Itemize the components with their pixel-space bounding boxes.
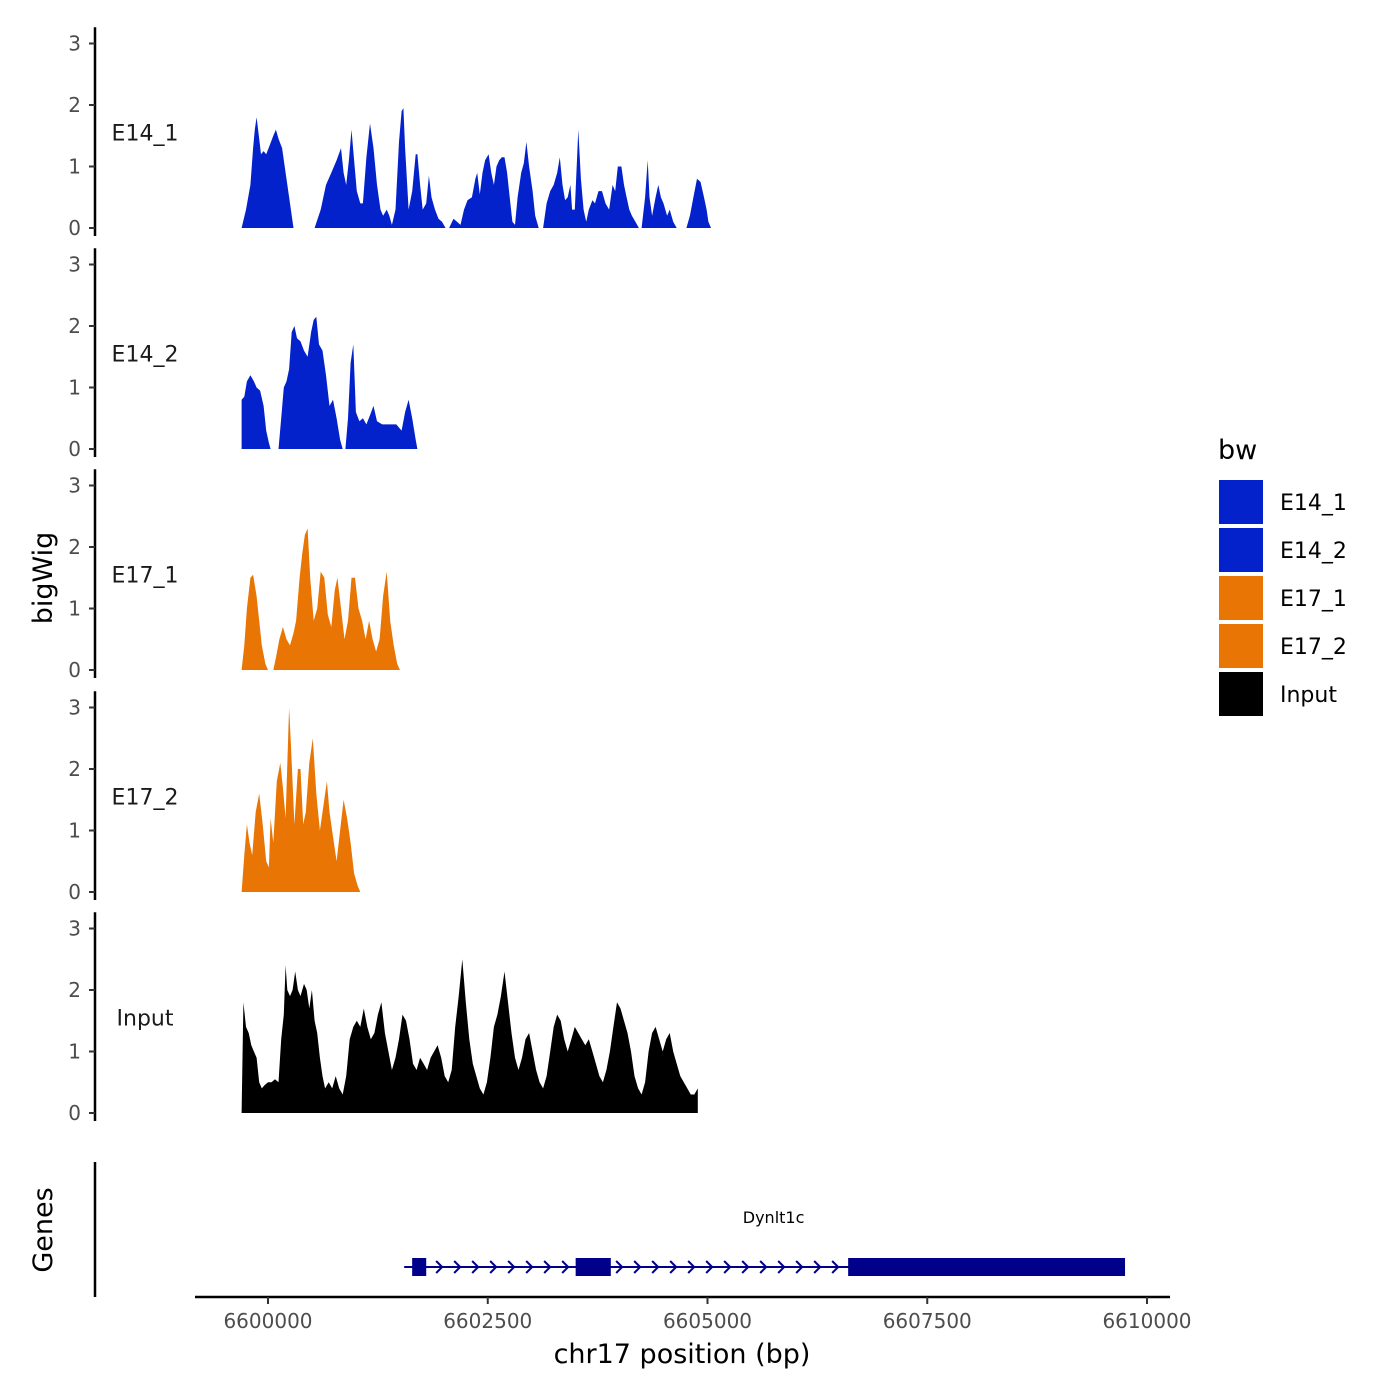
legend-label: Input	[1280, 683, 1337, 708]
legend-title: bw	[1218, 435, 1257, 466]
y-tick-label: 1	[68, 376, 81, 400]
strand-arrow	[741, 1260, 750, 1274]
strand-arrow	[489, 1260, 498, 1274]
signal-area	[241, 707, 361, 892]
y-tick-label: 0	[68, 658, 81, 682]
y-tick-label: 2	[68, 978, 81, 1002]
x-tick-label: 6607500	[883, 1309, 972, 1333]
y-tick-label: 3	[68, 32, 81, 56]
strand-arrow	[705, 1260, 714, 1274]
strand-arrow	[795, 1260, 804, 1274]
legend-key	[1219, 672, 1263, 716]
x-tick-label: 6600000	[223, 1309, 312, 1333]
y-axis-title: bigWig	[28, 532, 59, 625]
strand-arrow	[615, 1260, 624, 1274]
gene-exon	[575, 1258, 611, 1276]
strand-arrow	[813, 1260, 822, 1274]
track-e14-1: 0 1 2 3 E14_1	[68, 27, 711, 240]
strand-arrow	[669, 1260, 678, 1274]
signal-area	[641, 160, 680, 228]
gene-exon	[848, 1258, 1126, 1276]
y-tick-label: 1	[68, 155, 81, 179]
x-axis: 6600000 6602500 6605000 6607500 6610000	[195, 1295, 1192, 1333]
y-tick-label: 1	[68, 1040, 81, 1064]
gene-dynlt1c: Dynlt1c	[404, 1208, 1126, 1276]
x-axis-title: chr17 position (bp)	[554, 1339, 811, 1370]
y-tick-label: 3	[68, 253, 81, 277]
track-e14-2: 0 1 2 3 E14_2	[68, 248, 418, 461]
legend-key	[1219, 624, 1263, 668]
legend-item-e17-1: E17_1	[1219, 576, 1347, 620]
strand-arrow	[561, 1260, 570, 1274]
y-tick-label: 3	[68, 696, 81, 720]
signal-area	[314, 108, 446, 228]
legend-item-e14-2: E14_2	[1219, 528, 1347, 572]
legend-item-e17-2: E17_2	[1219, 624, 1347, 668]
x-tick-label: 6610000	[1102, 1309, 1191, 1333]
strand-arrow	[651, 1260, 660, 1274]
y-tick-label: 2	[68, 93, 81, 117]
strand-arrow	[777, 1260, 786, 1274]
y-tick-label: 2	[68, 757, 81, 781]
strand-arrow	[687, 1260, 696, 1274]
y-tick-label: 0	[68, 216, 81, 240]
signal-area	[241, 574, 268, 670]
signal-area	[543, 129, 639, 228]
signal-area	[241, 117, 294, 228]
y-tick-label: 1	[68, 597, 81, 621]
genes-axis-title: Genes	[28, 1187, 59, 1272]
signal-area	[278, 316, 343, 449]
y-tick-label: 2	[68, 535, 81, 559]
y-tick-label: 2	[68, 314, 81, 338]
x-tick-label: 6605000	[663, 1309, 752, 1333]
strand-arrow	[453, 1260, 462, 1274]
signal-area	[345, 344, 418, 449]
y-tick-label: 3	[68, 917, 81, 941]
legend-item-input: Input	[1219, 672, 1337, 716]
legend-label: E14_2	[1280, 539, 1347, 564]
signal-area	[273, 528, 400, 670]
gene-track: Dynlt1c	[93, 1162, 1126, 1297]
strand-arrow	[723, 1260, 732, 1274]
signal-area	[241, 959, 698, 1113]
strand-arrow	[471, 1260, 480, 1274]
legend-label: E17_1	[1280, 587, 1347, 612]
x-tick-label: 6602500	[443, 1309, 532, 1333]
legend-item-e14-1: E14_1	[1219, 480, 1347, 524]
gene-exon	[412, 1258, 427, 1276]
track-label: E14_1	[112, 122, 179, 147]
strand-arrow	[543, 1260, 552, 1274]
strand-arrow	[831, 1260, 840, 1274]
y-tick-label: 3	[68, 474, 81, 498]
track-label: E14_2	[112, 343, 179, 368]
y-tick-label: 0	[68, 1101, 81, 1125]
strand-arrow	[435, 1260, 444, 1274]
legend-label: E14_1	[1280, 491, 1347, 516]
strand-arrow	[759, 1260, 768, 1274]
legend-label: E17_2	[1280, 635, 1347, 660]
track-label: Input	[117, 1007, 174, 1032]
track-label: E17_1	[112, 564, 179, 589]
strand-arrow	[633, 1260, 642, 1274]
track-label: E17_2	[112, 786, 179, 811]
signal-area	[686, 178, 711, 228]
legend-key	[1219, 576, 1263, 620]
legend: bw E14_1 E14_2 E17_1 E17_2 Input	[1218, 435, 1347, 716]
signal-tracks: 0 1 2 3 E14_1 0 1 2 3 E14_2 0 1 2 3 E17_1 0 1 2 3 E17_2 0 1 2 3…	[68, 27, 711, 1125]
signal-area	[241, 375, 271, 449]
y-tick-label: 0	[68, 880, 81, 904]
y-tick-label: 1	[68, 819, 81, 843]
signal-area	[449, 141, 539, 228]
track-e17-1: 0 1 2 3 E17_1	[68, 469, 400, 682]
y-tick-label: 0	[68, 437, 81, 461]
gene-name-label: Dynlt1c	[743, 1208, 805, 1227]
track-e17-2: 0 1 2 3 E17_2	[68, 691, 361, 904]
strand-arrow	[525, 1260, 534, 1274]
legend-key	[1219, 528, 1263, 572]
legend-key	[1219, 480, 1263, 524]
track-input: 0 1 2 3 Input	[68, 912, 698, 1125]
strand-arrow	[507, 1260, 516, 1274]
